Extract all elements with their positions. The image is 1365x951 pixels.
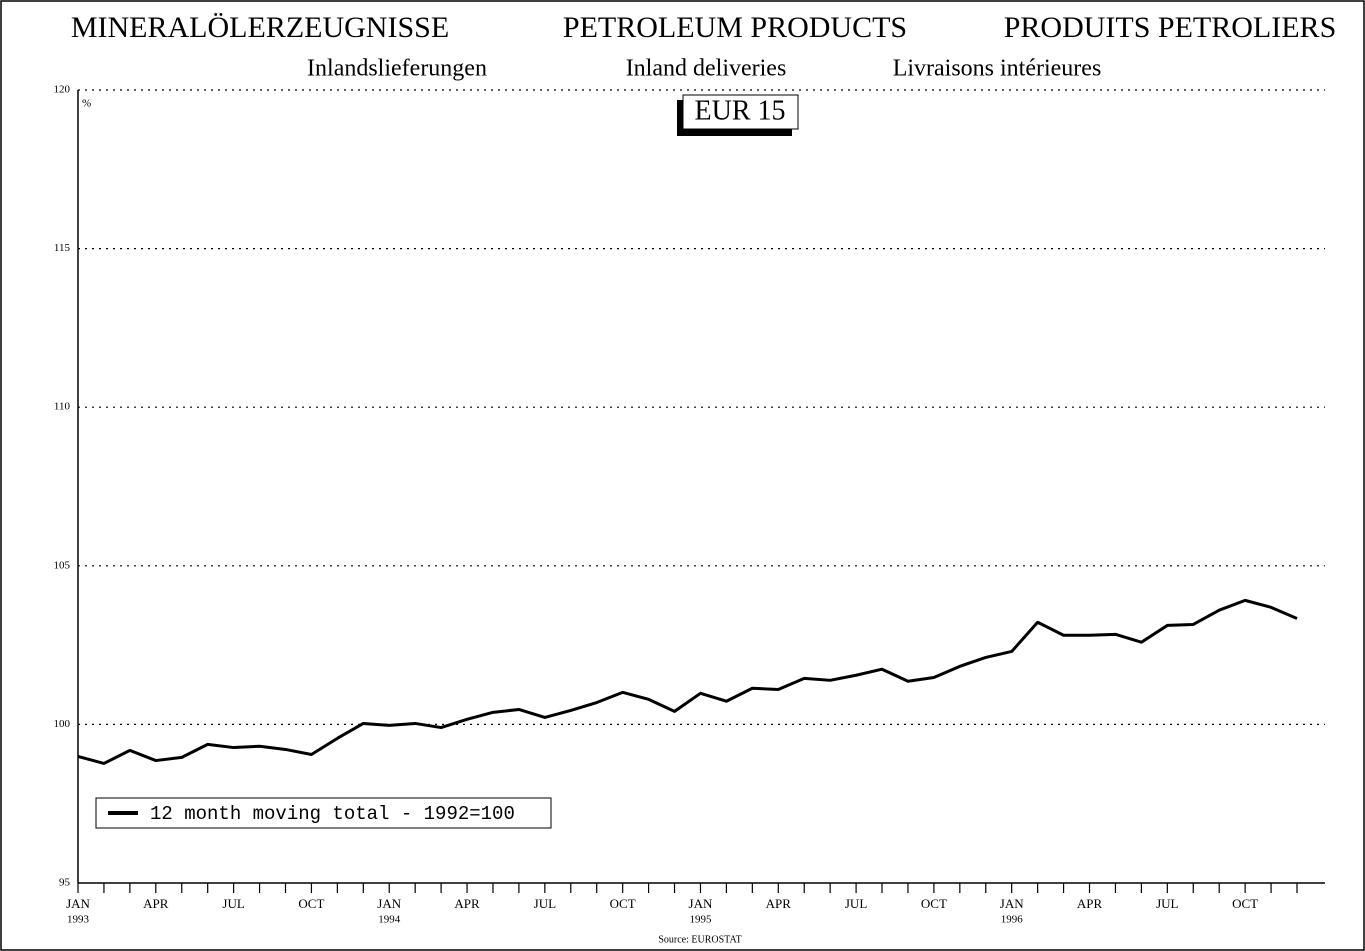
title-de: MINERALÖLERZEUGNISSE: [71, 11, 449, 44]
y-tick-label: 120: [54, 84, 71, 96]
y-tick-label: 115: [54, 242, 71, 254]
x-tick-label: OCT: [1232, 896, 1258, 911]
title-en: PETROLEUM PRODUCTS: [563, 11, 907, 44]
subtitle-fr: Livraisons intérieures: [893, 56, 1102, 82]
x-tick-label: JUL: [845, 896, 867, 911]
x-tick-label: JUL: [534, 896, 556, 911]
x-tick-label: JAN: [1000, 896, 1024, 911]
y-tick-label: 110: [54, 401, 71, 413]
x-tick-label: OCT: [298, 896, 324, 911]
data-line: [77, 598, 1298, 765]
legend-box: [95, 797, 552, 829]
subtitle-de: Inlandslieferungen: [307, 56, 487, 82]
x-year-label: 1994: [378, 914, 401, 926]
x-year-label: 1995: [689, 914, 712, 926]
x-year-label: 1996: [1001, 914, 1024, 926]
legend-label: 12 month moving total - 1992=100: [150, 803, 515, 825]
source: Source: EUROSTAT: [658, 934, 741, 945]
title-fr: PRODUITS PETROLIERS: [1004, 11, 1337, 44]
region-box: [682, 94, 799, 130]
x-tick-label: APR: [143, 896, 169, 911]
x-tick-label: JAN: [689, 896, 713, 911]
x-tick-label: APR: [454, 896, 480, 911]
y-tick-label: 95: [59, 877, 71, 889]
x-tick-label: OCT: [610, 896, 636, 911]
x-tick-label: JAN: [66, 896, 90, 911]
x-tick-label: JUL: [1156, 896, 1178, 911]
x-tick-label: OCT: [921, 896, 947, 911]
x-tick-label: APR: [766, 896, 792, 911]
y-tick-label: 105: [54, 559, 71, 571]
y-tick-label: 100: [54, 718, 71, 730]
region-label: EUR 15: [695, 95, 786, 126]
x-tick-label: APR: [1077, 896, 1103, 911]
x-year-label: 1993: [67, 914, 90, 926]
x-tick-label: JUL: [222, 896, 244, 911]
x-tick-label: JAN: [377, 896, 401, 911]
y-axis-label: %: [82, 98, 91, 110]
subtitle-en: Inland deliveries: [626, 56, 787, 82]
